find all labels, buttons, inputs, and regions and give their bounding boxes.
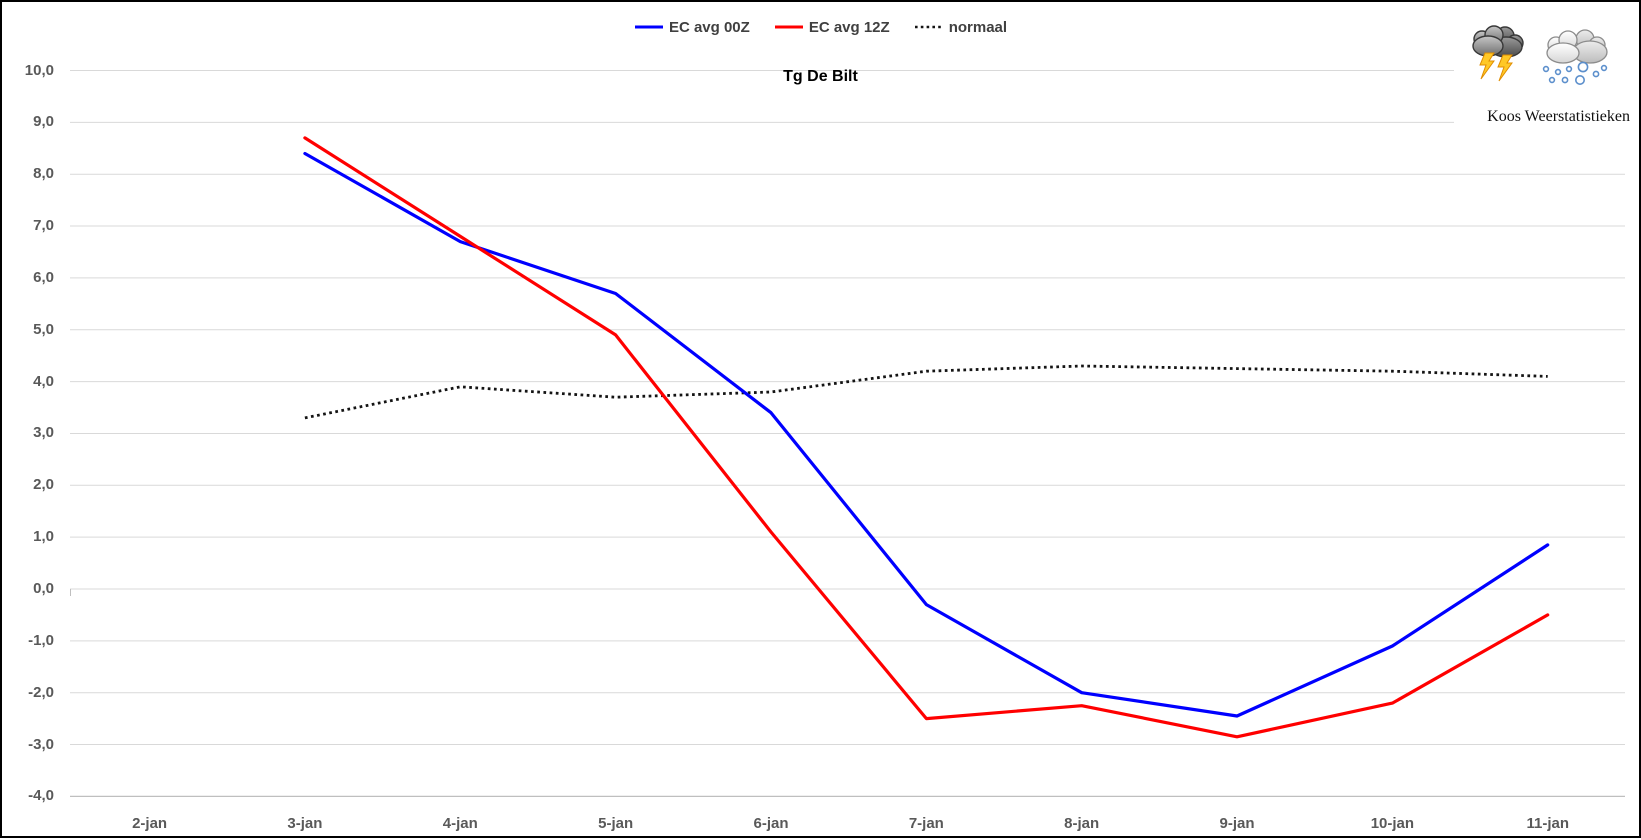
legend-label: EC avg 12Z [808,18,890,36]
y-axis-tick-label: -1,0 [28,631,54,649]
y-axis-tick-label: 4,0 [33,372,54,390]
legend-item: normaal [914,19,1007,36]
y-axis-tick-label: 8,0 [33,165,54,183]
chart-legend: EC avg 00Z EC avg 12Z normaal [2,15,1639,39]
y-axis-tick-label: 1,0 [33,528,54,546]
y-axis-tick-label: 10,0 [24,61,54,79]
x-axis-tick-label: 11-jan [1526,815,1570,832]
y-axis-tick-label: 9,0 [33,113,54,131]
legend-line-swatch [634,25,663,29]
branding-block: Koos Weerstatistieken [1454,16,1632,128]
x-axis-tick-label: 6-jan [753,815,789,832]
y-axis-tick-label: 0,0 [33,580,54,597]
storm-cloud-lightning-icon [1472,25,1524,82]
legend-line-swatch [774,25,803,29]
x-axis-tick-label: 9-jan [1219,815,1255,832]
y-axis-tick-label: 3,0 [33,424,54,442]
y-axis-tick-label: -3,0 [28,735,54,753]
x-axis-tick-label: 10-jan [1370,815,1415,832]
legend-item: EC avg 00Z [634,19,750,36]
series-line-ec-avg-00z [303,151,1550,718]
y-axis-tick-label: 2,0 [33,476,54,494]
branding-name: Koos Weerstatistieken [1487,108,1630,125]
y-axis-tick-label: -2,0 [28,683,54,701]
series-line-ec-avg-12z [303,136,1550,739]
x-axis-tick-label: 7-jan [908,815,944,832]
x-axis-tick-label: 4-jan [442,815,478,832]
snow-cloud-hail-icon [1542,29,1608,85]
legend-label: normaal [948,18,1008,36]
legend-line-swatch [914,25,943,29]
y-axis-tick-label: 6,0 [33,268,54,286]
legend-label: EC avg 00Z [668,18,750,36]
x-axis-tick-label: 2-jan [132,815,168,832]
x-axis-tick-label: 3-jan [287,815,323,832]
y-axis-tick-label: -4,0 [28,787,54,805]
x-axis-tick-label: 5-jan [598,815,634,832]
series-line-normaal [304,364,1548,420]
chart-title: Tg De Bilt [783,68,858,85]
y-axis-tick-label: 7,0 [33,217,54,235]
y-axis-tick-label: 5,0 [33,320,54,338]
x-axis-tick-label: 8-jan [1064,815,1100,832]
legend-item: EC avg 12Z [774,19,890,36]
